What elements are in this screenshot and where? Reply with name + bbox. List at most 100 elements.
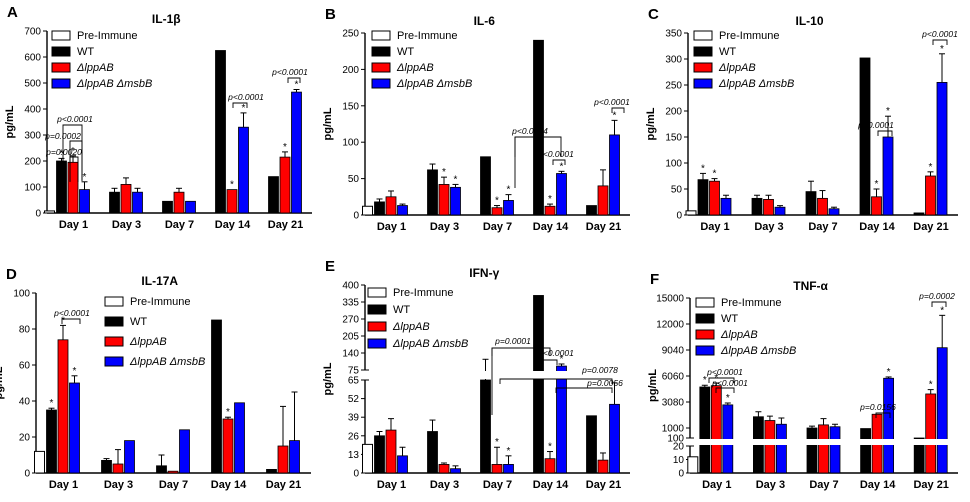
bar-e-4-2 <box>609 403 620 474</box>
bar-b-4-0 <box>586 205 597 216</box>
legend-label: Pre-Immune <box>719 30 780 42</box>
legend-label: Pre-Immune <box>397 30 458 42</box>
significance-star: * <box>283 142 287 153</box>
p-value-annotation: p<0.0001 <box>271 67 308 77</box>
legend-a: Pre-Immune WT ΔlppAB ΔlppAB ΔmsbB <box>51 30 152 90</box>
bar-c-2-1 <box>817 197 828 216</box>
significance-star: * <box>548 194 552 205</box>
bar-a-3-2 <box>238 126 249 214</box>
significance-star: * <box>83 172 87 183</box>
bar-pre-immune <box>34 450 45 474</box>
x-tick-label: Day 7 <box>483 221 512 233</box>
y-tick-label: 700 <box>24 27 41 38</box>
p-value-annotation: p<0.0001 <box>537 348 574 358</box>
bar-a-2-2 <box>185 200 196 214</box>
significance-bracket <box>555 387 613 393</box>
p-value-annotation: p=0.0002 <box>44 131 81 141</box>
y-tick-label: 10 <box>673 455 685 466</box>
y-tick-label: 1000 <box>662 424 685 435</box>
bar-a-2-0 <box>162 200 173 214</box>
significance-star: * <box>495 196 499 207</box>
legend-swatch <box>51 46 71 57</box>
bar-pre-immune <box>44 210 55 214</box>
bar-c-3-2 <box>882 136 894 216</box>
x-tick-label: Day 1 <box>377 479 406 491</box>
legend-label: Pre-Immune <box>77 30 138 42</box>
y-tick-label: 205 <box>342 332 359 343</box>
significance-star: * <box>226 407 230 418</box>
significance-star: * <box>714 373 718 384</box>
legend-swatch <box>51 78 71 89</box>
y-tick-label: 250 <box>342 29 359 40</box>
legend-label: WT <box>77 46 94 58</box>
y-tick-label: 65 <box>348 376 360 387</box>
x-tick-label: Day 7 <box>809 479 838 491</box>
bar-d-0-1 <box>57 339 69 474</box>
legend-swatch <box>693 46 713 57</box>
legend-swatch <box>693 78 713 89</box>
bar-a-4-0 <box>268 176 279 214</box>
bar-c-0-1 <box>709 180 720 216</box>
y-tick-label: 9040 <box>662 346 685 357</box>
legend-swatch <box>693 62 713 73</box>
significance-star: * <box>454 174 458 185</box>
y-tick-label: 0 <box>678 469 684 480</box>
panel-title: TNF-α <box>793 279 828 293</box>
x-tick-label: Day 14 <box>859 221 895 233</box>
bar-a-1-2 <box>132 191 143 214</box>
x-tick-label: Day 1 <box>59 219 88 231</box>
significance-bracket <box>287 77 301 83</box>
y-tick-label: 250 <box>665 81 682 92</box>
significance-star: * <box>548 442 552 453</box>
legend-label: WT <box>393 304 410 316</box>
bar-a-2-1 <box>173 191 185 214</box>
bar-b-3-2 <box>556 173 567 216</box>
bar-pre-immune <box>685 210 697 216</box>
legend-swatch <box>367 321 387 332</box>
legend-swatch <box>367 287 387 298</box>
significance-star: * <box>703 375 707 386</box>
legend-swatch <box>371 62 391 73</box>
panel-title: IL-1β <box>152 12 181 26</box>
y-tick-label: 40 <box>19 397 31 408</box>
legend-swatch <box>51 30 71 41</box>
significance-star: * <box>61 315 65 326</box>
significance-bracket <box>715 387 735 393</box>
significance-star: * <box>560 354 564 365</box>
bar-pre-immune <box>362 205 373 216</box>
bar-e-3-1 <box>544 458 556 474</box>
significance-star: * <box>701 163 705 174</box>
legend-swatch <box>371 78 391 89</box>
x-tick-label: Day 3 <box>754 221 783 233</box>
p-value-annotation: p<0.0001 <box>706 367 743 377</box>
y-tick-label: 300 <box>24 131 41 142</box>
significance-star: * <box>442 167 446 178</box>
y-tick-label: 600 <box>24 53 41 64</box>
bar-d-0-0 <box>46 409 57 474</box>
panel-letter: C <box>648 6 659 23</box>
bar-e-4-0 <box>586 415 597 474</box>
p-value-annotation: p=0.0002 <box>918 291 955 301</box>
bar-d-4-2 <box>289 440 300 474</box>
bar-c-4-0 <box>913 212 925 216</box>
x-tick-label: Day 3 <box>112 219 141 231</box>
panel-a: A IL-1β pg/mL 0 100 200 300 400 500 600 700 * * * Day … <box>4 4 312 231</box>
bar-a-1-1 <box>120 183 132 214</box>
significance-star: * <box>242 103 246 114</box>
bar-d-3-1 <box>222 418 234 474</box>
y-tick-label: 400 <box>342 281 359 292</box>
x-tick-label: Day 7 <box>159 479 188 491</box>
y-axis-label: pg/mL <box>322 362 334 395</box>
bar-c-0-0 <box>697 179 709 216</box>
y-tick-label: 140 <box>342 349 359 360</box>
bar-d-2-2 <box>179 429 190 474</box>
bar-d-4-1 <box>277 445 289 474</box>
y-tick-label: 80 <box>19 325 31 336</box>
y-tick-label: 13 <box>348 450 360 461</box>
significance-bracket <box>552 159 566 165</box>
y-tick-label: 52 <box>348 394 360 405</box>
bar-e-3-0 <box>533 295 544 474</box>
significance-bracket <box>875 412 891 418</box>
axis-break-band <box>691 439 959 445</box>
